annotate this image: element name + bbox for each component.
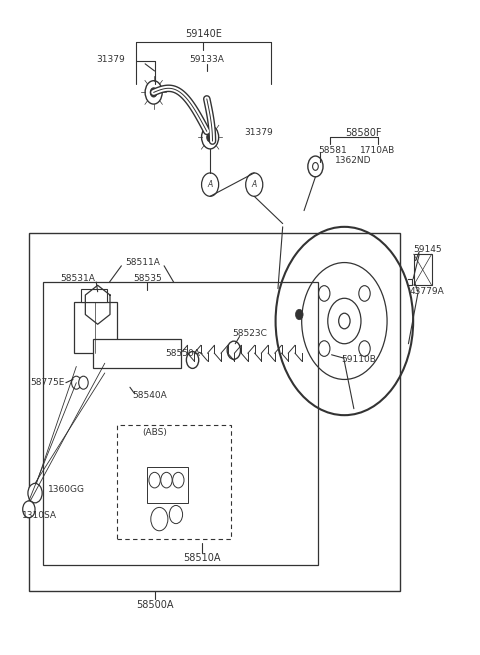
Text: 1310SA: 1310SA xyxy=(22,512,57,520)
Text: (ABS): (ABS) xyxy=(143,428,168,437)
Bar xyxy=(93,339,180,367)
Circle shape xyxy=(319,341,330,356)
Text: 31379: 31379 xyxy=(245,128,274,137)
Circle shape xyxy=(276,227,413,415)
Circle shape xyxy=(359,286,370,301)
Circle shape xyxy=(308,156,323,177)
Text: 1710AB: 1710AB xyxy=(360,146,395,155)
Circle shape xyxy=(72,376,81,389)
Text: 59133A: 59133A xyxy=(189,56,224,64)
Circle shape xyxy=(161,472,172,488)
Circle shape xyxy=(202,173,219,196)
Bar xyxy=(414,254,432,286)
Bar xyxy=(43,282,318,565)
Circle shape xyxy=(207,133,214,141)
Bar xyxy=(29,233,400,591)
Text: 58500A: 58500A xyxy=(136,601,173,610)
Text: 59145: 59145 xyxy=(413,245,442,254)
Text: 58510A: 58510A xyxy=(183,553,221,563)
Circle shape xyxy=(150,88,157,97)
Circle shape xyxy=(28,483,42,503)
Circle shape xyxy=(145,81,162,104)
Text: 58580F: 58580F xyxy=(345,128,382,138)
Circle shape xyxy=(246,173,263,196)
Circle shape xyxy=(79,376,88,389)
Circle shape xyxy=(319,286,330,301)
Circle shape xyxy=(296,309,303,320)
Text: 59140E: 59140E xyxy=(185,29,222,39)
Text: 43779A: 43779A xyxy=(410,288,445,296)
Text: 58775E: 58775E xyxy=(31,378,65,387)
Bar xyxy=(117,425,230,538)
Circle shape xyxy=(202,126,219,149)
Text: 1362ND: 1362ND xyxy=(335,156,372,165)
Text: A: A xyxy=(252,180,257,189)
Bar xyxy=(81,289,107,301)
Circle shape xyxy=(227,341,240,360)
Text: 58531A: 58531A xyxy=(60,274,95,284)
Text: 1360GG: 1360GG xyxy=(48,485,85,495)
Text: 58540A: 58540A xyxy=(132,391,167,400)
Circle shape xyxy=(151,508,168,531)
Circle shape xyxy=(23,501,35,518)
Text: 58581: 58581 xyxy=(318,146,347,155)
Text: A: A xyxy=(207,180,213,189)
Text: 58535: 58535 xyxy=(133,274,162,284)
Text: 58511A: 58511A xyxy=(125,258,160,267)
Text: 58523C: 58523C xyxy=(232,329,267,339)
Circle shape xyxy=(359,341,370,356)
Circle shape xyxy=(149,472,160,488)
Text: 58550A: 58550A xyxy=(166,349,201,358)
Bar xyxy=(74,301,117,354)
Bar xyxy=(147,467,188,503)
Circle shape xyxy=(186,352,199,368)
Circle shape xyxy=(173,472,184,488)
Text: 59110B: 59110B xyxy=(341,356,376,364)
Text: 31379: 31379 xyxy=(96,56,125,64)
Circle shape xyxy=(169,506,182,523)
